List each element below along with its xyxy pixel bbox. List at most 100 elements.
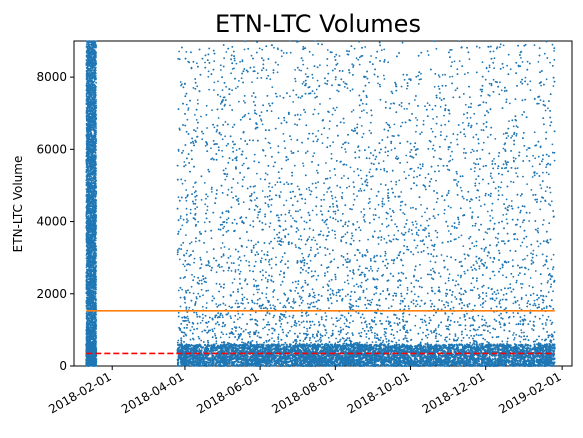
scatter-point	[91, 314, 94, 317]
scatter-point	[93, 216, 96, 219]
scatter-point	[87, 215, 90, 217]
scatter-point	[88, 125, 91, 127]
scatter-point	[90, 119, 92, 122]
scatter-point	[90, 132, 92, 135]
scatter-point	[95, 249, 97, 251]
scatter-point	[85, 146, 88, 149]
scatter-point	[92, 59, 95, 62]
scatter-point	[86, 173, 89, 176]
scatter-point	[87, 40, 89, 43]
scatter-point	[88, 83, 90, 85]
scatter-point	[91, 158, 94, 161]
scatter-point	[94, 100, 97, 102]
scatter-point	[94, 281, 97, 284]
scatter-point	[91, 80, 94, 83]
scatter-point	[94, 183, 97, 186]
scatter-point	[92, 104, 95, 107]
scatter-point	[88, 251, 91, 254]
scatter-point	[89, 261, 92, 264]
scatter-point	[95, 358, 98, 361]
scatter-point	[87, 167, 90, 170]
scatter-point	[93, 352, 96, 355]
scatter-point	[93, 279, 95, 282]
scatter-point	[88, 237, 91, 240]
scatter-point	[91, 152, 94, 155]
scatter-point	[93, 189, 96, 192]
scatter-point	[87, 282, 90, 284]
scatter-point	[85, 127, 88, 130]
scatter-point	[95, 214, 97, 217]
scatter-point	[87, 258, 90, 261]
scatter-point	[89, 356, 92, 360]
scatter-point	[88, 79, 91, 82]
scatter-point	[90, 137, 93, 140]
scatter-point	[87, 287, 90, 289]
scatter-point	[88, 184, 90, 187]
scatter-point	[95, 40, 97, 43]
scatter-point	[89, 102, 92, 104]
scatter-point	[87, 230, 90, 233]
scatter-point	[89, 144, 91, 147]
scatter-point	[85, 201, 88, 204]
scatter-point	[94, 84, 96, 87]
scatter-point	[88, 194, 90, 197]
scatter-point	[88, 339, 91, 342]
scatter-point	[92, 69, 94, 71]
scatter-point	[90, 306, 93, 308]
scatter-point	[89, 160, 92, 163]
scatter-point	[95, 199, 97, 201]
scatter-point	[87, 224, 89, 227]
scatter-point	[94, 117, 97, 119]
scatter-point	[93, 263, 95, 266]
scatter-point	[95, 114, 97, 117]
scatter-point	[92, 146, 95, 149]
scatter-point	[91, 106, 93, 109]
scatter-point	[90, 237, 92, 240]
scatter-point	[89, 47, 92, 49]
scatter-point	[93, 195, 96, 197]
scatter-point	[85, 98, 88, 101]
scatter-point	[89, 300, 92, 302]
scatter-point	[91, 236, 94, 239]
scatter-point	[90, 360, 93, 363]
scatter-point	[90, 282, 92, 284]
scatter-point	[91, 319, 94, 321]
scatter-point	[87, 212, 90, 215]
scatter-point	[95, 304, 97, 307]
scatter-point	[89, 257, 92, 260]
scatter-point	[91, 225, 94, 227]
scatter-point	[85, 122, 88, 125]
scatter-point	[87, 306, 90, 309]
scatter-point	[89, 317, 91, 320]
scatter-point	[95, 233, 97, 236]
scatter-point	[85, 45, 88, 48]
scatter-point	[88, 119, 91, 122]
scatter-point	[89, 326, 92, 328]
scatter-point	[95, 45, 98, 48]
scatter-point	[86, 252, 88, 255]
scatter-point	[94, 223, 96, 226]
scatter-point	[89, 68, 91, 71]
scatter-point	[87, 318, 89, 320]
scatter-point	[92, 170, 95, 173]
scatter-point	[85, 235, 88, 238]
scatter-point	[93, 136, 96, 139]
scatter-point	[87, 197, 90, 200]
scatter-point	[90, 166, 92, 168]
scatter-point	[93, 364, 96, 367]
scatter-point	[95, 325, 97, 328]
scatter-point	[94, 209, 97, 211]
scatter-point	[92, 180, 95, 182]
scatter-point	[85, 169, 88, 171]
scatter-point	[85, 84, 88, 86]
scatter-point	[89, 334, 92, 336]
scatter-point	[90, 175, 92, 178]
scatter-point	[87, 155, 90, 158]
scatter-point	[95, 192, 97, 194]
scatter-point	[85, 75, 88, 77]
scatter-point	[85, 227, 88, 229]
scatter-point	[89, 134, 92, 137]
scatter-point	[92, 127, 95, 130]
scatter-point	[85, 198, 88, 200]
scatter-point	[93, 130, 96, 132]
